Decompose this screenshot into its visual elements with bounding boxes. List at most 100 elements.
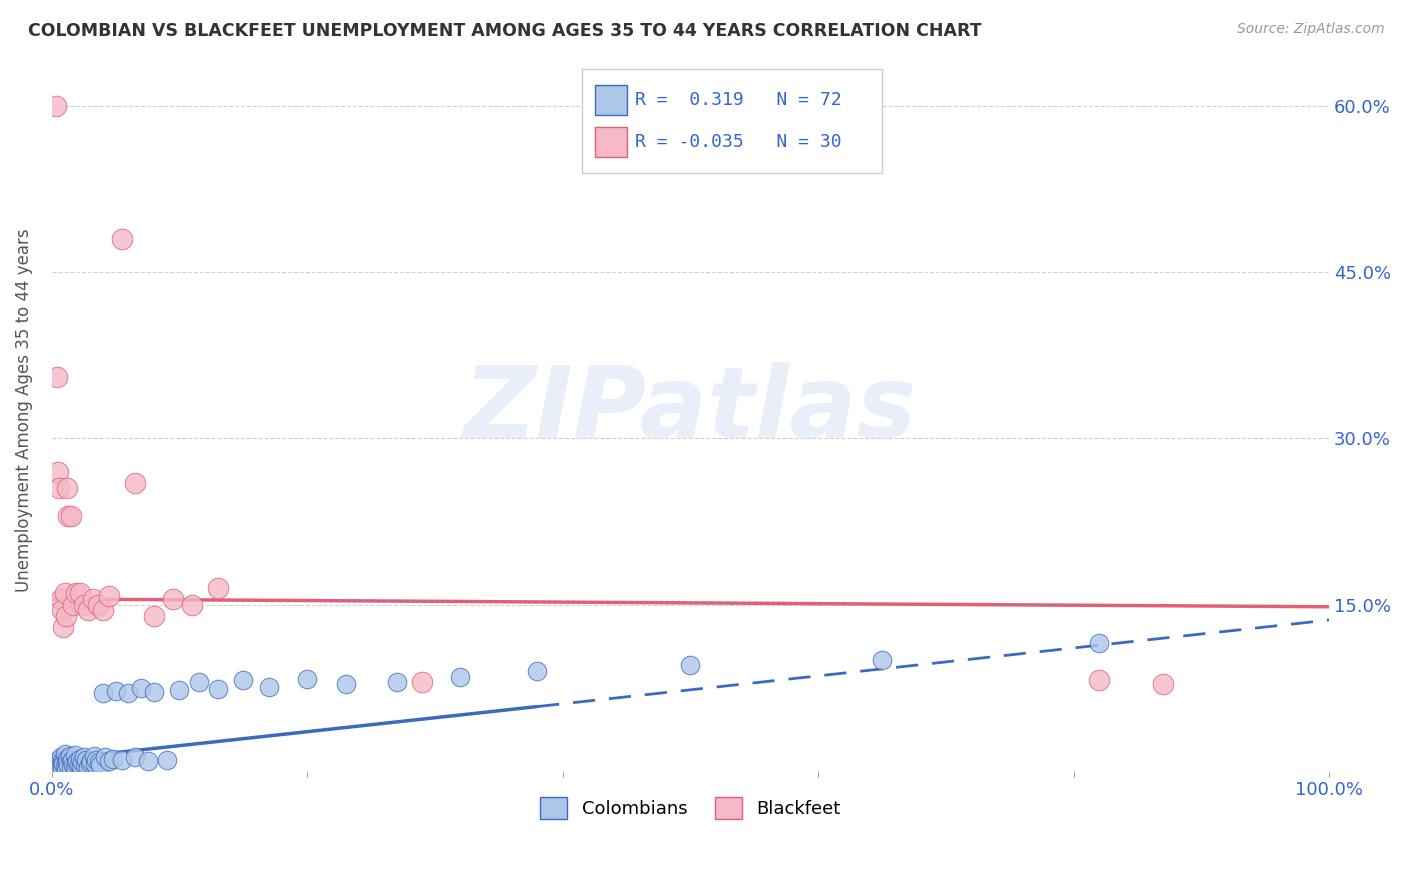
Point	[679, 658, 702, 673]
Point	[49, 592, 72, 607]
Text: COLOMBIAN VS BLACKFEET UNEMPLOYMENT AMONG AGES 35 TO 44 YEARS CORRELATION CHART: COLOMBIAN VS BLACKFEET UNEMPLOYMENT AMON…	[28, 22, 981, 40]
Point	[169, 682, 191, 697]
Text: ZIPatlas: ZIPatlas	[464, 362, 917, 459]
Point	[46, 753, 69, 767]
Point	[52, 757, 75, 772]
Point	[63, 748, 86, 763]
Point	[136, 754, 159, 768]
Point	[48, 760, 70, 774]
Point	[89, 758, 111, 772]
Point	[55, 754, 77, 768]
Point	[82, 592, 104, 607]
Point	[156, 753, 179, 767]
Legend: Colombians, Blackfeet: Colombians, Blackfeet	[533, 790, 848, 827]
Point	[142, 685, 165, 699]
Point	[87, 755, 110, 769]
Point	[45, 763, 67, 777]
Point	[142, 608, 165, 623]
Point	[1088, 673, 1111, 687]
Point	[86, 753, 108, 767]
Point	[45, 755, 67, 769]
Point	[45, 762, 67, 776]
Point	[101, 751, 124, 765]
Point	[83, 749, 105, 764]
Point	[91, 686, 114, 700]
Point	[91, 603, 114, 617]
Point	[411, 675, 433, 690]
Text: Source: ZipAtlas.com: Source: ZipAtlas.com	[1237, 22, 1385, 37]
Point	[58, 508, 80, 523]
Point	[257, 680, 280, 694]
Point	[49, 758, 72, 772]
Point	[55, 608, 77, 623]
Point	[66, 754, 89, 768]
Y-axis label: Unemployment Among Ages 35 to 44 years: Unemployment Among Ages 35 to 44 years	[15, 229, 32, 592]
Point	[111, 232, 134, 246]
Point	[70, 759, 93, 773]
Point	[59, 749, 82, 764]
Point	[295, 672, 318, 686]
Point	[44, 760, 66, 774]
Point	[232, 673, 254, 687]
Point	[87, 598, 110, 612]
Point	[46, 465, 69, 479]
Point	[335, 677, 357, 691]
Point	[45, 370, 67, 384]
FancyBboxPatch shape	[595, 86, 627, 115]
Point	[46, 759, 69, 773]
Point	[187, 675, 209, 690]
Point	[59, 755, 82, 769]
Point	[385, 675, 408, 690]
Point	[526, 664, 548, 678]
Point	[84, 757, 107, 772]
Point	[207, 581, 229, 595]
Point	[73, 750, 96, 764]
Point	[162, 592, 184, 607]
Point	[60, 753, 83, 767]
Point	[63, 760, 86, 774]
Point	[62, 758, 84, 772]
Point	[98, 754, 121, 768]
Point	[73, 598, 96, 612]
Point	[98, 589, 121, 603]
Point	[55, 763, 77, 777]
Point	[65, 586, 87, 600]
Point	[58, 759, 80, 773]
Point	[49, 750, 72, 764]
Point	[56, 756, 79, 770]
Point	[75, 753, 97, 767]
Point	[181, 598, 204, 612]
Point	[51, 603, 73, 617]
Point	[117, 686, 139, 700]
Point	[67, 757, 90, 772]
Point	[59, 508, 82, 523]
Point	[62, 598, 84, 612]
Point	[129, 681, 152, 695]
Text: R = -0.035   N = 30: R = -0.035 N = 30	[636, 133, 842, 151]
Point	[1152, 677, 1174, 691]
Text: R =  0.319   N = 72: R = 0.319 N = 72	[636, 91, 842, 110]
Point	[45, 757, 67, 772]
Point	[45, 99, 67, 113]
Point	[48, 756, 70, 770]
Point	[104, 684, 127, 698]
Point	[42, 758, 65, 772]
Point	[56, 481, 79, 495]
Point	[69, 586, 91, 600]
Point	[124, 475, 146, 490]
Point	[51, 755, 73, 769]
FancyBboxPatch shape	[595, 127, 627, 157]
Point	[52, 753, 75, 767]
Point	[51, 762, 73, 776]
Point	[80, 754, 103, 768]
Point	[207, 681, 229, 696]
Point	[53, 586, 76, 600]
Point	[870, 653, 893, 667]
Point	[73, 758, 96, 772]
Point	[53, 760, 76, 774]
Point	[72, 755, 94, 769]
Point	[79, 756, 101, 770]
Point	[450, 669, 472, 683]
Point	[1088, 636, 1111, 650]
Point	[56, 751, 79, 765]
